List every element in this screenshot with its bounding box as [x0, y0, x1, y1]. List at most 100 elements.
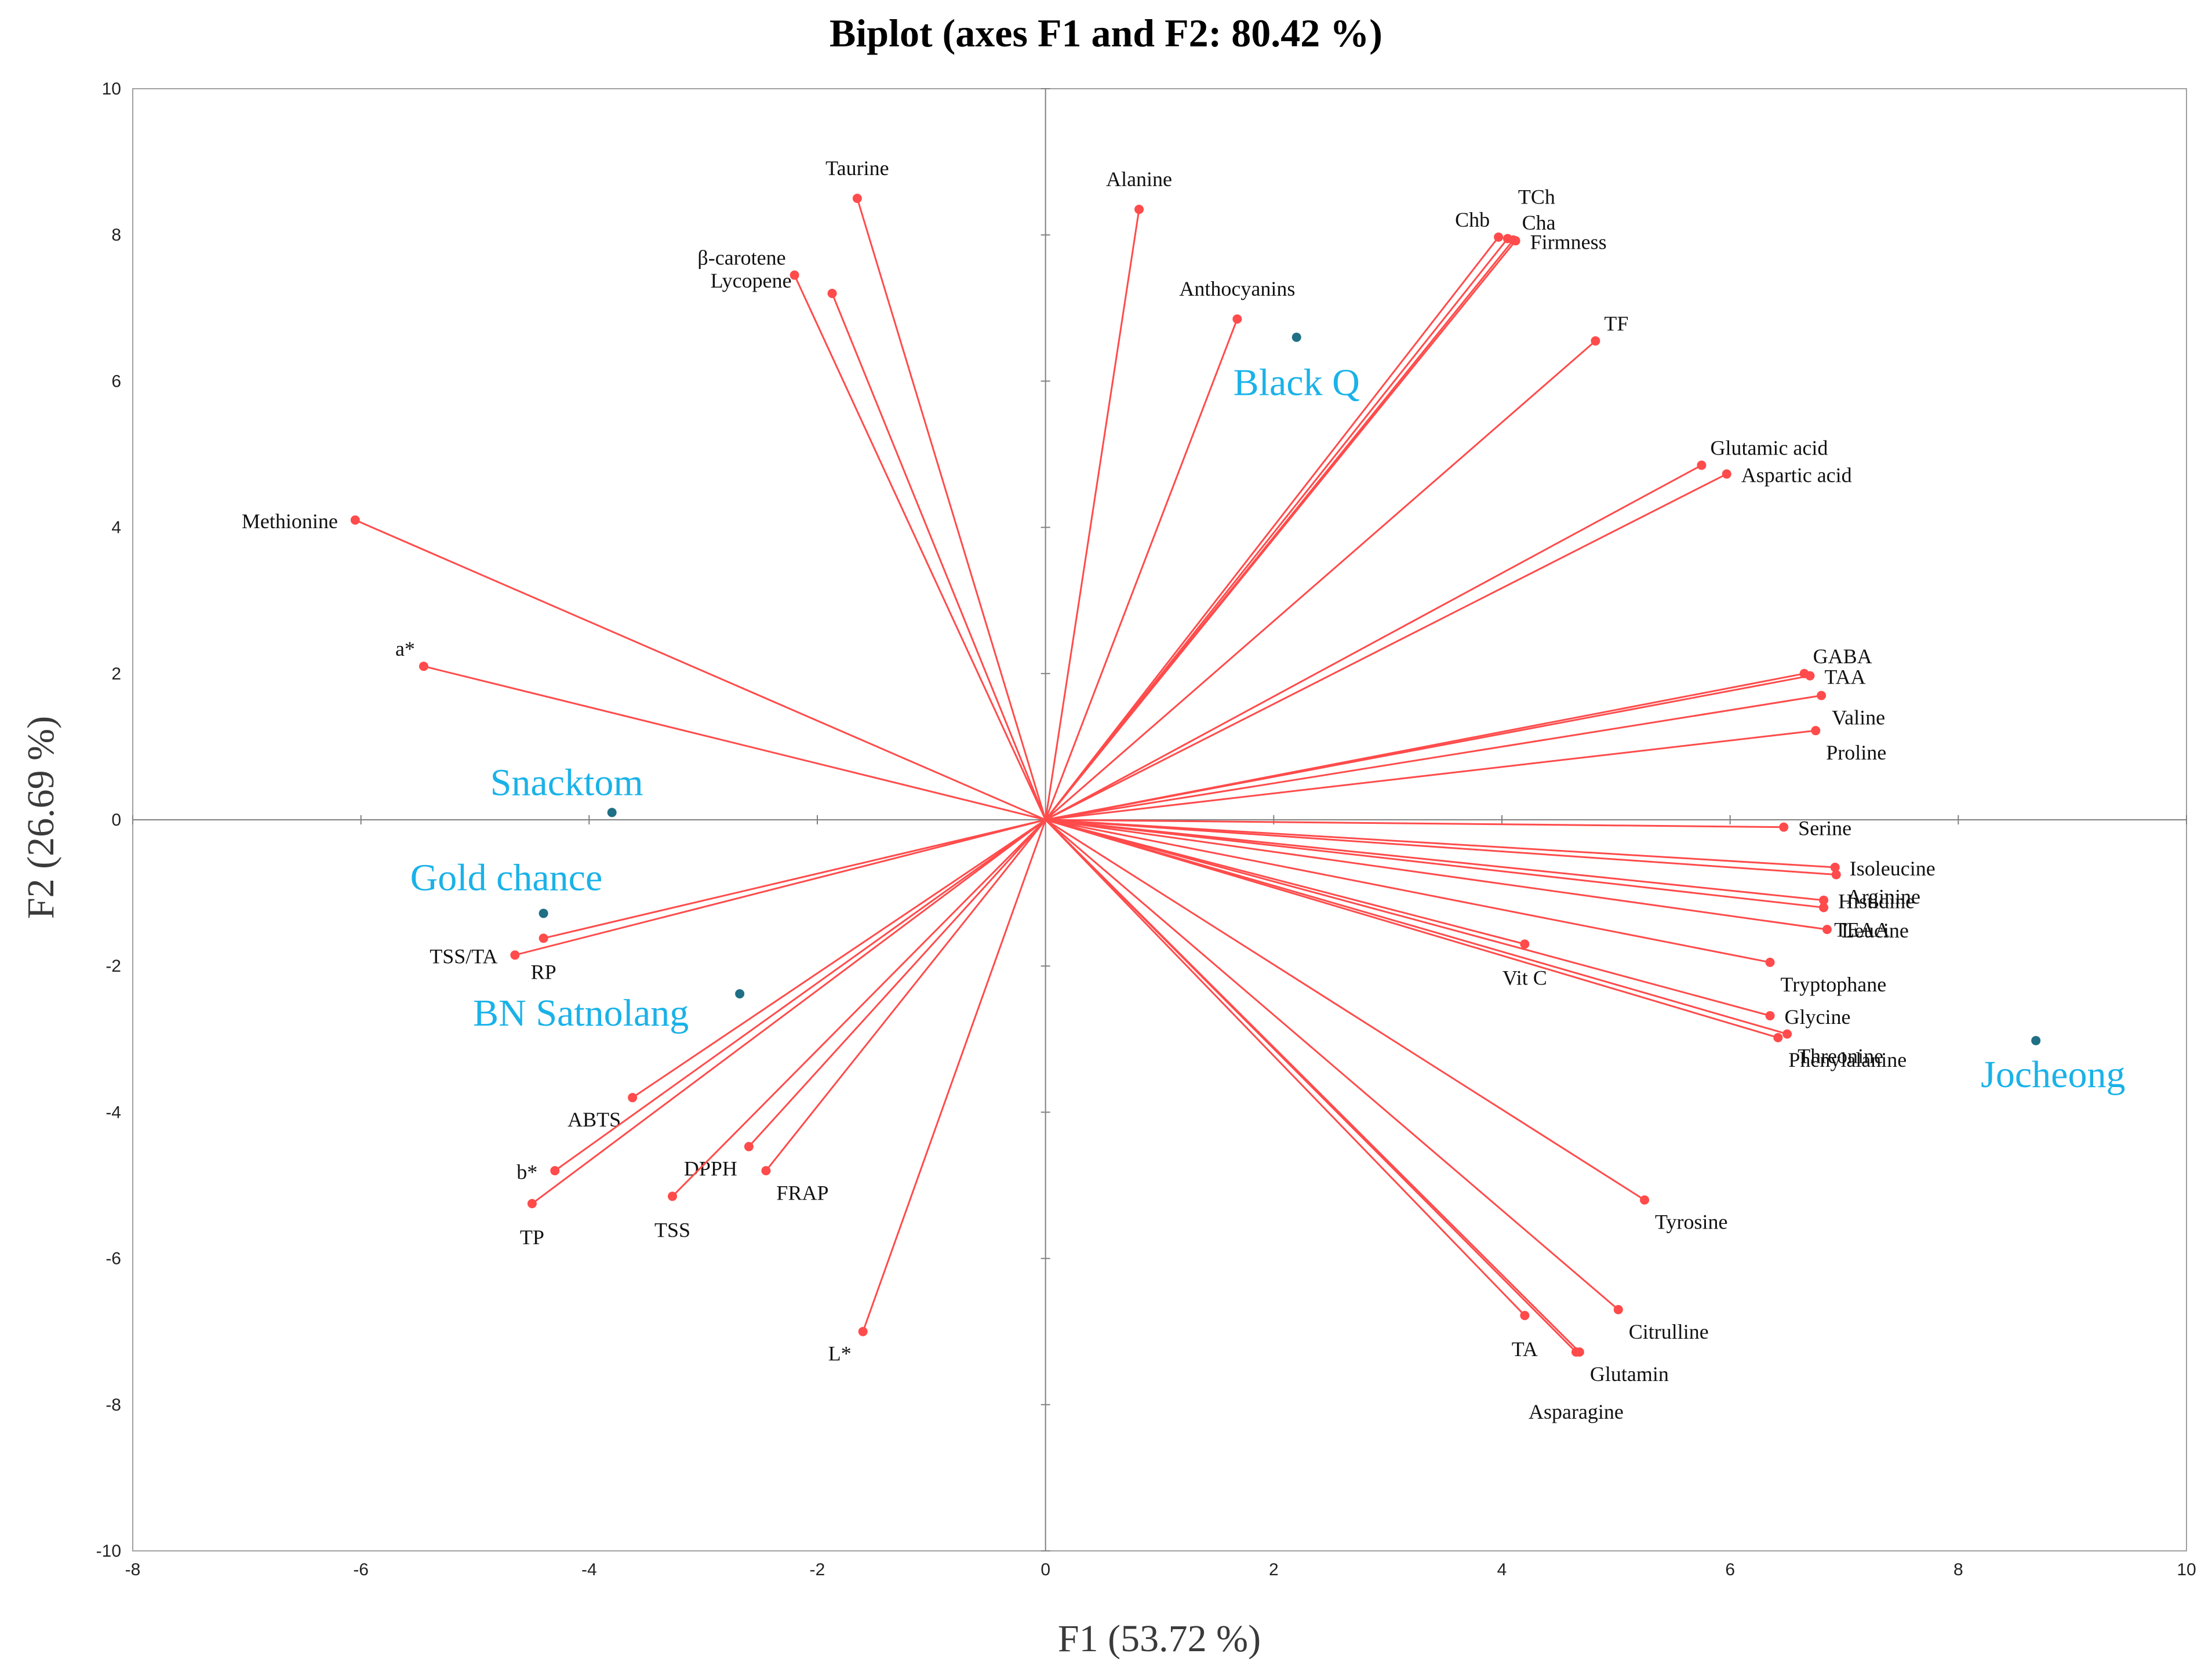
vector-a: [423, 665, 1046, 821]
variable-label-a: a*: [395, 637, 415, 660]
variable-label-proline: Proline: [1826, 741, 1886, 764]
vector-alanine: [1045, 209, 1140, 820]
vector-glycine: [1045, 819, 1770, 1017]
vector-taa: [1045, 675, 1810, 821]
vector-tip-tf: [1591, 336, 1600, 346]
vector-ta: [1045, 819, 1526, 1317]
y-tick-label: 4: [111, 518, 121, 537]
variable-label-glutamic-acid: Glutamic acid: [1710, 436, 1828, 459]
variable-label-taa: TAA: [1824, 666, 1865, 689]
chart-title: Biplot (axes F1 and F2: 80.42 %): [829, 11, 1382, 55]
variable-label-l: L*: [828, 1342, 852, 1365]
vector-tip-glycine: [1765, 1011, 1775, 1020]
vector-tip-l: [858, 1327, 868, 1336]
vector-b: [554, 819, 1046, 1172]
vector-tip-tss: [668, 1191, 678, 1201]
vector-glutamic-acid: [1045, 464, 1702, 821]
vector-tip-asparagine: [1571, 1347, 1581, 1357]
vector-tip-rp: [539, 933, 548, 943]
vector-tip-anthocyanins: [1232, 314, 1242, 324]
vector-tip-aspartic-acid: [1722, 469, 1731, 479]
vector-tip-isoleucine: [1830, 862, 1840, 872]
vector-taurine: [856, 198, 1047, 820]
x-tick-label: 8: [1953, 1560, 1963, 1579]
vector-tch: [1045, 238, 1509, 820]
variable-label-rp: RP: [531, 960, 556, 983]
x-tick-label: 4: [1497, 1560, 1507, 1579]
variable-label-ta: TA: [1512, 1338, 1538, 1361]
variable-label-firmness: Firmness: [1530, 230, 1607, 253]
observation-points: Black Q Snacktom Gold chance BN Satnolang Jo…: [410, 332, 2125, 1096]
vector-carotene: [794, 274, 1047, 820]
vector-tip-citrulline: [1613, 1304, 1623, 1314]
variable-label-chb: Chb: [1455, 208, 1490, 231]
variable-label-glycine: Glycine: [1785, 1005, 1851, 1029]
y-tick-label: 10: [102, 79, 121, 99]
vector-tip-frap: [761, 1166, 771, 1176]
x-tick-label: 6: [1725, 1560, 1735, 1579]
vector-asparagine: [1045, 819, 1577, 1353]
x-tick-label: -6: [353, 1560, 369, 1579]
vector-tip-ta: [1520, 1310, 1530, 1320]
variable-label-phenylalanine: Phenylalanine: [1788, 1048, 1907, 1071]
x-tick-label: 2: [1269, 1560, 1279, 1579]
variable-label-teaa: TEAA: [1834, 918, 1890, 941]
vector-tip-b: [550, 1166, 560, 1176]
variable-label-valine: Valine: [1832, 706, 1885, 729]
vector-tryptophane: [1045, 819, 1770, 964]
vector-tip-chb: [1494, 232, 1504, 242]
variable-label-lycopene: Lycopene: [711, 269, 792, 292]
variable-label-leucine: Leucine: [1842, 919, 1909, 942]
vector-isoleucine: [1045, 819, 1835, 868]
variable-label-b: b*: [516, 1160, 537, 1183]
observation-label-jocheong: Jocheong: [1981, 1053, 2125, 1096]
vector-tip-lycopene: [827, 289, 837, 299]
vector-methionine: [355, 519, 1046, 821]
y-tick-label: -6: [105, 1249, 121, 1269]
vector-tip-carotene: [790, 270, 799, 280]
variable-label-asparagine: Asparagine: [1529, 1400, 1624, 1423]
variable-label-tp: TP: [520, 1226, 544, 1249]
vector-tip-histidine: [1819, 895, 1829, 905]
observation-point-snacktom: [607, 808, 617, 817]
variable-label-histidine: Histidine: [1838, 890, 1915, 913]
vector-rp: [543, 819, 1046, 939]
y-tick-label: -2: [105, 957, 121, 976]
vector-tip-methionine: [350, 515, 360, 525]
observation-point-jocheong: [2031, 1035, 2041, 1045]
vector-histidine: [1045, 819, 1824, 902]
vector-chb: [1045, 237, 1500, 820]
vector-tss: [671, 819, 1046, 1197]
y-axis-title: F2 (26.69 %): [20, 716, 62, 919]
variable-label-glutamin: Glutamin: [1590, 1362, 1669, 1386]
vector-leucine: [1045, 819, 1828, 931]
vector-tss-ta: [515, 819, 1046, 956]
variable-label-tch: TCh: [1518, 186, 1555, 209]
variable-label-tf: TF: [1604, 312, 1628, 335]
vector-dpph: [748, 819, 1046, 1147]
vector-firmness: [1045, 240, 1516, 820]
vector-tp: [532, 819, 1046, 1205]
y-tick-label: -10: [96, 1542, 121, 1561]
observation-point-black-q: [1291, 332, 1301, 342]
variable-label-alanine: Alanine: [1106, 168, 1172, 191]
vector-tip-a: [419, 662, 428, 671]
vector-teaa: [1045, 819, 1824, 909]
vector-tip-glutamic-acid: [1697, 460, 1707, 470]
variable-label-frap: FRAP: [776, 1181, 828, 1204]
vector-arginine: [1045, 819, 1836, 876]
vector-tip-taa: [1805, 671, 1815, 681]
vector-tip-alanine: [1134, 205, 1144, 215]
variable-label-isoleucine: Isoleucine: [1850, 857, 1935, 880]
vector-tip-vit-c: [1520, 939, 1530, 949]
x-tick-label: 0: [1040, 1560, 1050, 1579]
y-tick-label: -4: [105, 1103, 121, 1122]
x-tick-label: -4: [581, 1560, 597, 1579]
y-tick-label: 8: [111, 226, 121, 245]
vector-tip-firmness: [1511, 236, 1520, 246]
observation-label-bn-satnolang: BN Satnolang: [473, 992, 689, 1034]
vector-tip-serine: [1779, 822, 1789, 832]
y-tick-label: 0: [111, 811, 121, 830]
variable-label-threonine: Threonine: [1798, 1044, 1883, 1067]
